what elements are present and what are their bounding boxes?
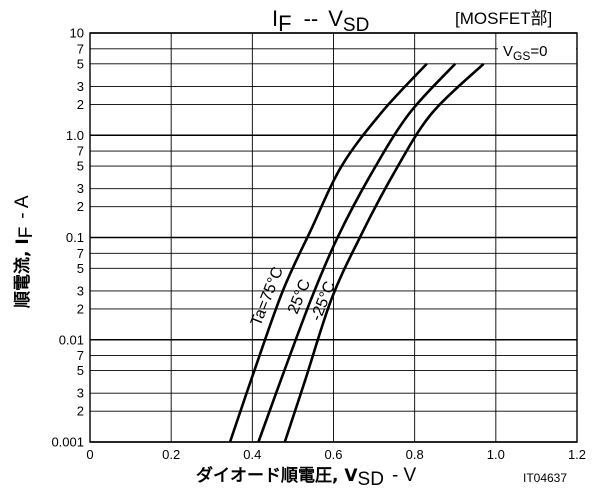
- y-tick-label: 2: [77, 404, 84, 419]
- x-tick-label: 0: [86, 447, 93, 462]
- title-separator: --: [304, 6, 319, 31]
- condition-main: V: [503, 43, 513, 60]
- series-curve-1: [257, 62, 457, 443]
- grid: [89, 32, 578, 443]
- y-tick-label: 7: [77, 41, 84, 56]
- condition-value: =0: [530, 43, 547, 60]
- plot-frame: [89, 32, 578, 443]
- condition-sub: GS: [513, 49, 530, 63]
- x-axis-label-sub: SD: [358, 469, 384, 488]
- y-tick-label: 0.01: [59, 332, 84, 347]
- y-tick-label: 2: [77, 301, 84, 316]
- y-tick-label: 3: [77, 386, 84, 401]
- y-tick-label: 7: [77, 144, 84, 159]
- y-axis-label-main: 順電流, I: [12, 238, 33, 308]
- x-axis-label-main: ダイオード順電圧, V: [196, 465, 358, 486]
- figure-id: IT04637: [523, 471, 567, 485]
- y-tick-label: 2: [77, 97, 84, 112]
- y-tick-label: 3: [77, 181, 84, 196]
- y-tick-label: 0.1: [66, 230, 84, 245]
- y-tick-label: 0.001: [51, 435, 84, 450]
- x-axis-label-unit: - V: [392, 465, 417, 486]
- condition-label-bg: [498, 36, 576, 60]
- title-bracket: [MOSFET部]: [455, 9, 552, 28]
- y-axis-label-unit: - A: [12, 195, 33, 219]
- condition-label: VGS=0: [503, 43, 547, 63]
- x-tick-label: 0.4: [243, 447, 261, 462]
- x-tick-label: 0.2: [162, 447, 180, 462]
- y-tick-label: 1.0: [66, 128, 84, 143]
- x-tick-label: 0.8: [406, 447, 424, 462]
- y-tick-label: 7: [77, 348, 84, 363]
- title-second-sub: SD: [343, 15, 369, 36]
- x-axis-label: ダイオード順電圧, VSD - V: [196, 465, 417, 488]
- title-second: V: [328, 6, 343, 31]
- series-curve-0: [228, 62, 428, 443]
- series-curve-2: [283, 62, 485, 443]
- curves: [228, 62, 485, 443]
- y-tick-label: 5: [77, 363, 84, 378]
- title-main: I: [272, 6, 278, 31]
- y-axis-label-sub: F: [16, 227, 37, 239]
- title-main-sub: F: [278, 11, 291, 36]
- x-tick-label: 1.0: [487, 447, 505, 462]
- y-axis-label: 順電流, IF - A: [12, 195, 37, 308]
- y-tick-label: 3: [77, 283, 84, 298]
- y-tick-label: 10: [70, 26, 84, 41]
- y-tick-label: 5: [77, 159, 84, 174]
- y-tick-label: 2: [77, 199, 84, 214]
- x-tick-label: 0.6: [324, 447, 342, 462]
- y-tick-label: 7: [77, 246, 84, 261]
- chart-title: IF -- VSD: [272, 6, 369, 36]
- y-tick-label: 5: [77, 56, 84, 71]
- x-tick-label: 1.2: [568, 447, 586, 462]
- y-tick-label: 5: [77, 261, 84, 276]
- y-tick-label: 3: [77, 79, 84, 94]
